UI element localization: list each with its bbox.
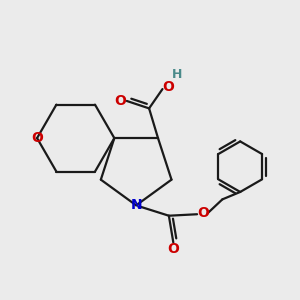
Text: O: O	[114, 94, 126, 108]
Text: H: H	[172, 68, 182, 81]
Text: N: N	[130, 198, 142, 212]
Text: O: O	[163, 80, 174, 94]
Text: O: O	[167, 242, 179, 256]
Text: O: O	[197, 206, 209, 220]
Text: O: O	[31, 131, 43, 145]
